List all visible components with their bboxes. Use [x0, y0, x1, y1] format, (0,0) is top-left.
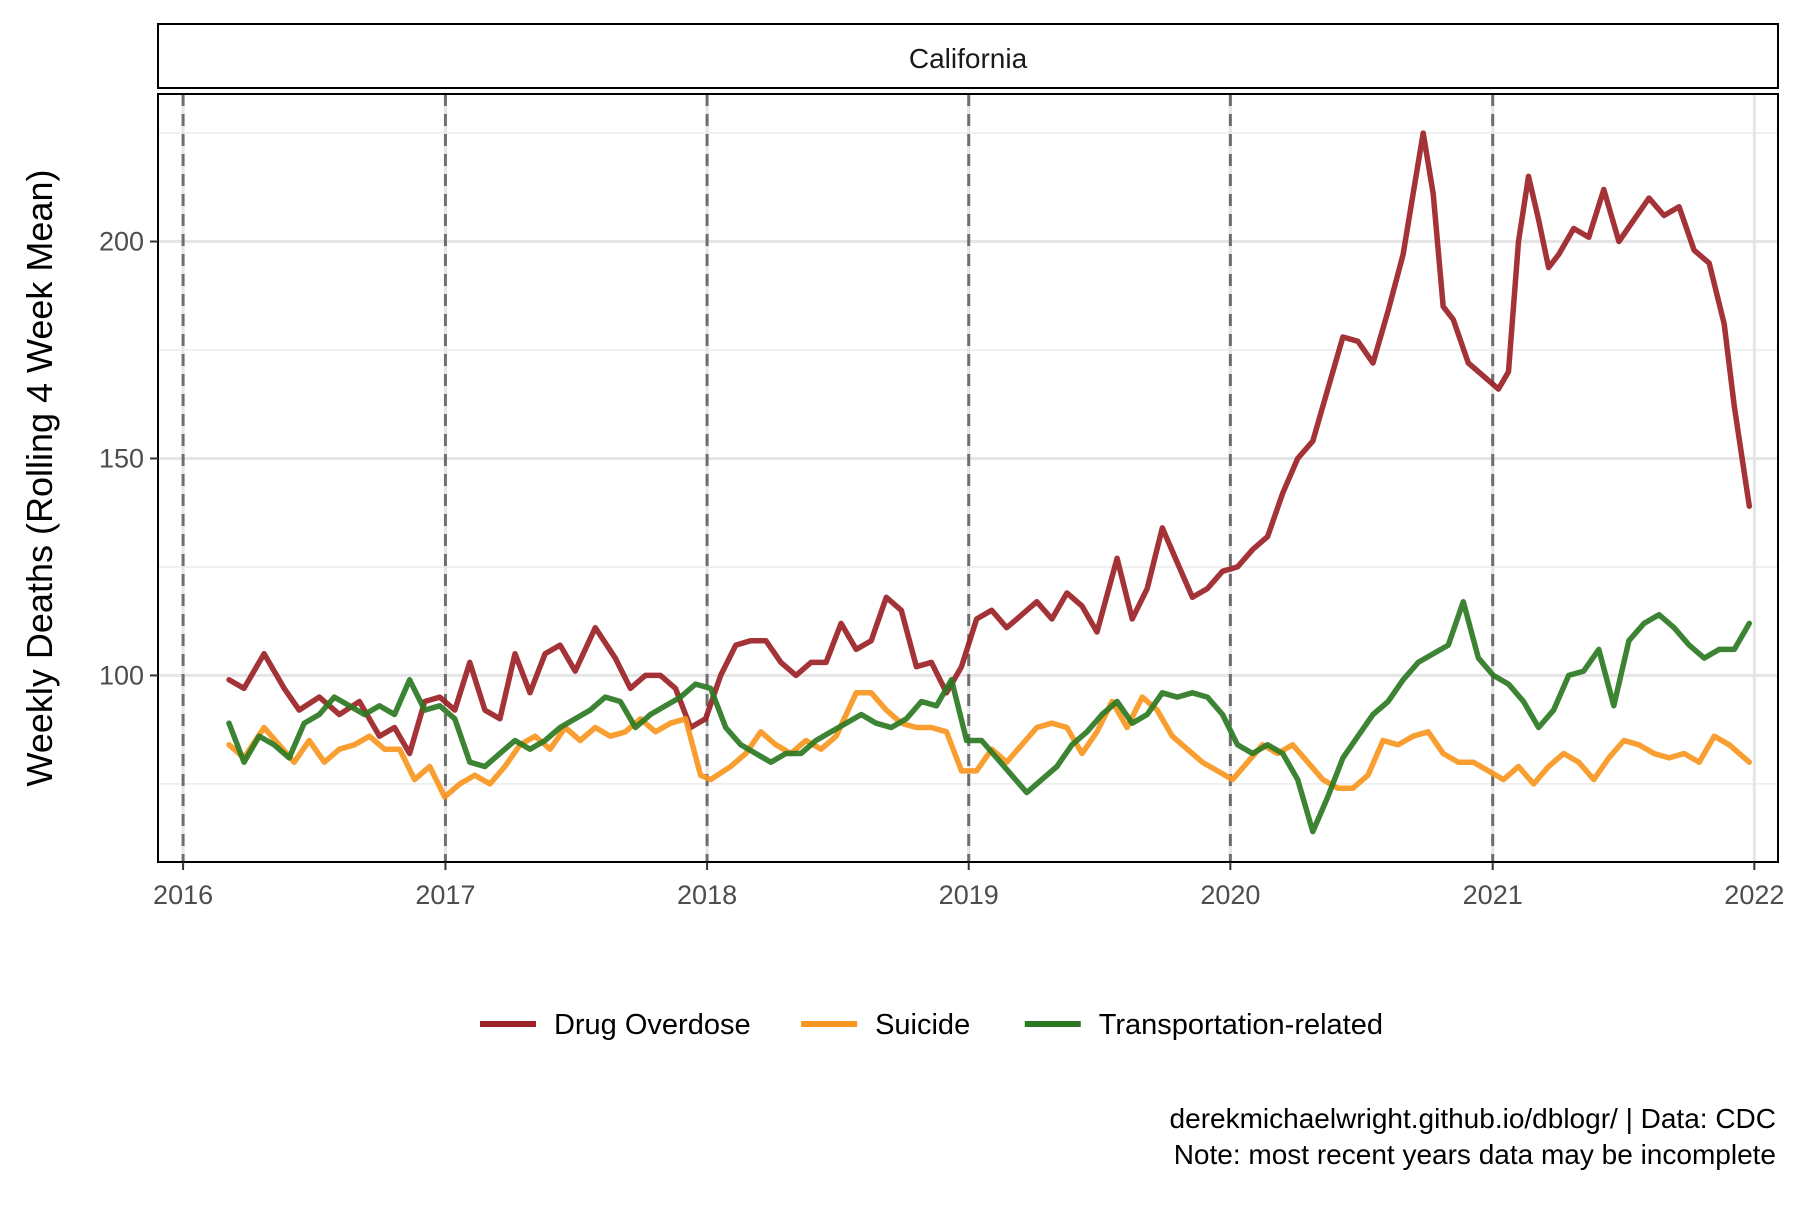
- x-tick-label: 2016: [153, 880, 213, 910]
- y-axis: 100 150 200: [99, 227, 158, 690]
- x-axis: 2016 2017 2018 2019 2020 2021 2022: [153, 862, 1784, 910]
- y-tick-label: 200: [99, 227, 144, 257]
- x-tick-label: 2017: [415, 880, 475, 910]
- facet-strip: California: [157, 23, 1779, 89]
- series-layer: [226, 130, 1753, 835]
- facet-strip-box: [157, 23, 1779, 89]
- x-tick-label: 2018: [677, 880, 737, 910]
- facet-label: California: [909, 43, 1028, 74]
- series-line-transportation-related: [226, 598, 1753, 835]
- x-tick-label: 2019: [939, 880, 999, 910]
- x-tick-label: 2021: [1463, 880, 1523, 910]
- y-axis-label: Weekly Deaths (Rolling 4 Week Mean): [19, 170, 60, 787]
- caption-line-1: derekmichaelwright.github.io/dblogr/ | D…: [1170, 1103, 1776, 1134]
- y-tick-label: 150: [99, 443, 144, 473]
- legend-label-transportation-related: Transportation-related: [1099, 1009, 1383, 1041]
- caption-line-2: Note: most recent years data may be inco…: [1174, 1139, 1776, 1170]
- y-tick-label: 100: [99, 660, 144, 690]
- legend: Drug Overdose Suicide Transportation-relat…: [479, 1009, 1383, 1041]
- legend-label-suicide: Suicide: [875, 1009, 970, 1041]
- series-line-drug-overdose: [226, 130, 1753, 757]
- legend-label-drug-overdose: Drug Overdose: [554, 1009, 751, 1041]
- x-tick-label: 2022: [1724, 880, 1784, 910]
- x-tick-label: 2020: [1200, 880, 1260, 910]
